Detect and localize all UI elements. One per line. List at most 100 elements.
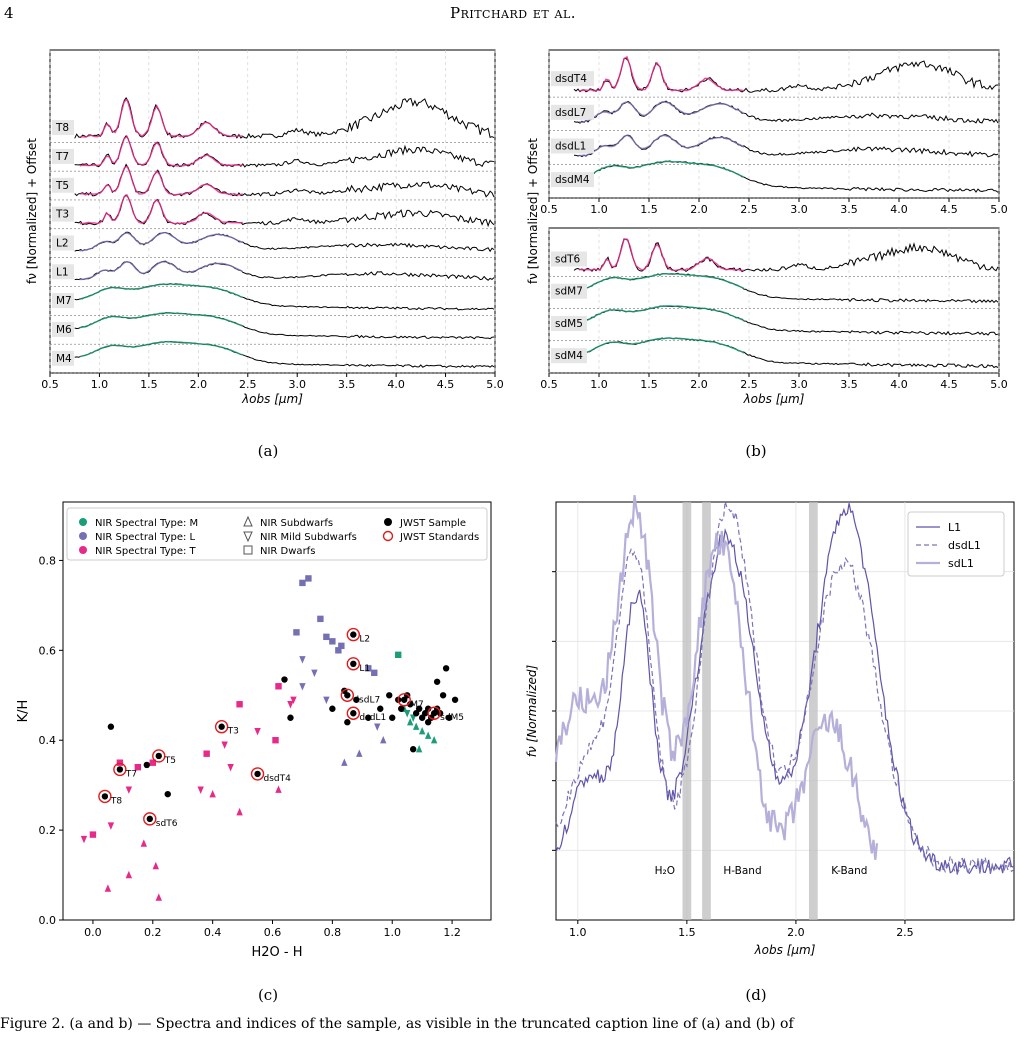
data-point: [311, 669, 318, 677]
panel-c-ytick-label: 0.2: [39, 824, 57, 837]
series-line-L1: [555, 503, 1014, 875]
panel-c-ytick-label: 0.0: [39, 914, 57, 927]
data-point: [299, 656, 306, 664]
standard-ring: [346, 657, 361, 671]
standard-label-dsdL1: dsdL1: [359, 713, 386, 723]
standard-point: [344, 692, 351, 699]
standard-point: [146, 815, 153, 823]
panel-c-xtick-label: 0.6: [264, 926, 282, 939]
panel-b-top-tick-label: 2.0: [690, 203, 708, 216]
legend-marker: [79, 518, 87, 526]
data-point: [140, 839, 148, 847]
series-label-T8: T8: [55, 122, 69, 134]
panel-c-frame: [62, 501, 492, 921]
panel-d-xlabel: λobs [µm]: [754, 943, 816, 957]
panel-b-top-tick-label: 4.5: [940, 203, 958, 216]
template-M7: [79, 283, 244, 300]
data-point: [418, 714, 426, 721]
panel-a-tick-label: 4.0: [387, 378, 405, 391]
data-point: [409, 714, 417, 722]
data-point: [107, 822, 115, 830]
data-point: [275, 683, 282, 690]
data-point: [365, 665, 372, 672]
data-point: [329, 638, 336, 645]
data-point: [155, 893, 162, 901]
template-sdM4: [578, 337, 745, 356]
panel-c-xtick-label: 0.0: [84, 926, 102, 939]
data-point: [371, 669, 378, 676]
data-point: [299, 683, 306, 691]
data-point: [415, 705, 423, 712]
data-point: [125, 870, 133, 879]
standard-point: [401, 696, 408, 703]
standard-ring: [143, 812, 157, 826]
legend-label: NIR Dwarfs: [260, 546, 315, 557]
panel-d: 1.0 1.5 2.0 2.5 H₂O H-Band K-Band λobs [µm] fν […: [525, 495, 1015, 957]
standard-label-T8: T8: [110, 796, 122, 806]
spectrum-dsdT4: [573, 57, 999, 93]
standard-ring: [397, 693, 411, 707]
data-point: [299, 579, 306, 587]
spectrum-T3: [74, 194, 495, 228]
data-point: [125, 786, 133, 794]
data-point: [374, 723, 381, 731]
panel-b-top-tick-label: 4.0: [890, 203, 908, 216]
standard-label-T3: T3: [227, 727, 239, 737]
series-label-box: [52, 235, 74, 251]
data-point: [281, 676, 288, 683]
series-label-box: [52, 206, 74, 222]
data-point: [406, 718, 414, 726]
panel-b-bottom-tick-label: 3.5: [840, 378, 858, 391]
standard-point: [155, 752, 162, 760]
subfigure-label-c: (c): [257, 986, 279, 1004]
subfigure-label-a: (a): [257, 442, 279, 460]
series-label-box: [52, 264, 74, 280]
standard-label-M7: M7: [410, 700, 424, 710]
legend-marker: [384, 518, 392, 526]
panel-b-top-frame: [548, 49, 1000, 199]
band-label: H₂O: [655, 865, 675, 877]
series-label-box: [52, 177, 74, 193]
panel-c-ylabel: K/H: [16, 700, 31, 723]
series-label-box: [52, 293, 74, 309]
band-label-box: [650, 862, 680, 878]
standard-ring: [427, 706, 441, 720]
panel-b-bottom-tick-label: 2.5: [740, 378, 758, 391]
data-point: [287, 701, 294, 709]
data-point: [445, 714, 453, 721]
data-point: [134, 763, 142, 771]
template-sdT6: [578, 238, 745, 272]
panel-c: 0.0 0.2 0.4 0.6 0.8 1.0 1.2 0.0 0.2 0.4 0.6 0.8 H2O …: [16, 501, 492, 960]
template-sdM5: [578, 305, 745, 324]
panel-d-xtick-label: 1.0: [569, 926, 587, 939]
series-label-box: [551, 138, 594, 154]
data-point: [356, 749, 363, 757]
data-point: [412, 710, 420, 717]
standard-ring: [346, 627, 361, 642]
legend-marker: [243, 515, 253, 527]
page-number: 4: [4, 4, 14, 22]
data-point: [152, 861, 159, 870]
series-label-T3: T3: [55, 209, 69, 221]
data-point: [323, 696, 330, 704]
legend-marker: [79, 532, 87, 540]
data-point: [421, 710, 429, 717]
series-label-box: [551, 283, 587, 299]
data-point: [329, 705, 336, 712]
data-point: [305, 575, 312, 582]
data-point: [107, 723, 115, 730]
data-point: [398, 705, 405, 712]
legend-marker: [79, 546, 87, 554]
legend-label: NIR Spectral Type: M: [95, 518, 198, 529]
data-point: [89, 831, 97, 838]
standard-label-L1: L1: [359, 664, 370, 674]
figure-canvas: 0.5 1.0 1.5 2.0 2.5 3.0 3.5 4.0 4.5 5.0 λobs [µm] T…: [16, 49, 1015, 960]
data-point: [287, 714, 294, 721]
legend-label: JWST Standards: [399, 532, 479, 543]
standard-point: [350, 660, 357, 668]
panel-b-bottom-tick-label: 3.0: [790, 378, 808, 391]
standard-point: [254, 770, 261, 778]
standard-label-T5: T5: [164, 756, 176, 766]
panel-b-top-tick-label: 2.5: [740, 203, 758, 216]
template-M4: [79, 340, 243, 358]
